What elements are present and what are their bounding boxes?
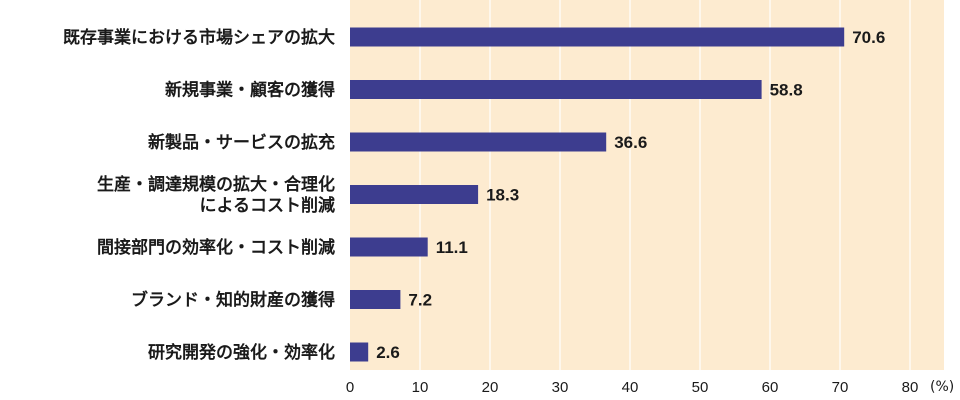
category-label: ブランド・知的財産の獲得 (131, 290, 335, 311)
category-label: 生産・調達規模の拡大・合理化によるコスト削減 (97, 174, 335, 216)
x-tick-label: 20 (482, 379, 499, 396)
category-label: 新製品・サービスの拡充 (148, 132, 335, 153)
bar (350, 27, 845, 47)
x-tick-label: 80 (902, 379, 919, 396)
grid-lines (419, 0, 911, 370)
value-label: 7.2 (408, 291, 432, 310)
value-labels: 70.6 58.8 36.6 18.3 11.1 7.2 2.6 (376, 28, 885, 362)
value-label: 18.3 (486, 186, 519, 205)
x-tick-label: 0 (346, 379, 354, 396)
x-tick-label: 70 (832, 379, 849, 396)
bar (350, 237, 428, 257)
bars (350, 27, 845, 362)
bar (350, 342, 369, 362)
bar (350, 185, 479, 204)
x-tick-label: 30 (552, 379, 569, 396)
x-axis-ticks: 0 10 20 30 40 50 60 70 80 (346, 379, 919, 396)
bar (350, 80, 762, 99)
unit-label: (%) (930, 379, 954, 395)
x-tick-label: 10 (412, 379, 429, 396)
category-label: 既存事業における市場シェアの拡大 (63, 27, 335, 48)
category-label: 新規事業・顧客の獲得 (165, 80, 335, 101)
value-label: 36.6 (614, 133, 647, 152)
value-label: 2.6 (376, 343, 400, 362)
x-tick-label: 60 (762, 379, 779, 396)
bar (350, 290, 401, 309)
value-label: 70.6 (852, 28, 885, 47)
value-label: 58.8 (770, 81, 803, 100)
value-label: 11.1 (436, 238, 468, 257)
bar (350, 132, 607, 152)
category-label: 研究開発の強化・効率化 (148, 342, 335, 363)
category-label: 間接部門の効率化・コスト削減 (97, 237, 335, 258)
x-tick-label: 40 (622, 379, 639, 396)
x-tick-label: 50 (692, 379, 709, 396)
category-labels: 既存事業における市場シェアの拡大新規事業・顧客の獲得新製品・サービスの拡充生産・… (63, 27, 335, 363)
